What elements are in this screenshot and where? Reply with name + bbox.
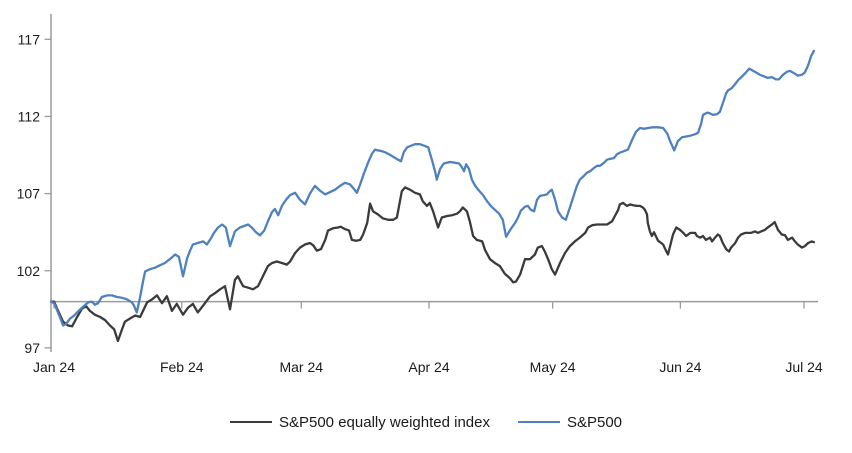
x-tick-label: Feb 24 xyxy=(160,359,204,375)
chart-legend: S&P500 equally weighted index S&P500 xyxy=(0,407,852,437)
legend-item-sp500: S&P500 xyxy=(517,413,623,431)
series-line-equal-weight xyxy=(49,186,816,343)
legend-line-swatch-dark xyxy=(229,421,272,423)
y-tick-label: 112 xyxy=(18,108,41,124)
series-line-sp500 xyxy=(49,49,816,327)
x-tick-label: Apr 24 xyxy=(408,359,449,375)
legend-label: S&P500 equally weighted index xyxy=(278,413,490,431)
y-tick-label: 97 xyxy=(24,340,40,356)
y-tick-label: 117 xyxy=(18,31,41,47)
legend-item-equal-weight: S&P500 equally weighted index xyxy=(229,413,490,431)
y-tick-label: 102 xyxy=(17,263,41,279)
x-tick-label: Jul 24 xyxy=(785,359,823,375)
x-tick-label: Mar 24 xyxy=(279,359,323,375)
x-tick-label: Jun 24 xyxy=(659,359,701,375)
x-tick-label: Jan 24 xyxy=(33,359,75,375)
y-tick-label: 107 xyxy=(17,186,41,202)
x-tick-label: May 24 xyxy=(530,359,576,375)
legend-label: S&P500 xyxy=(566,413,623,431)
legend-line-swatch-blue xyxy=(517,421,560,423)
line-chart: 97 102 107 112 117 Jan 24 Feb 24 Mar 24 Apr 24 Ma… xyxy=(17,14,823,375)
